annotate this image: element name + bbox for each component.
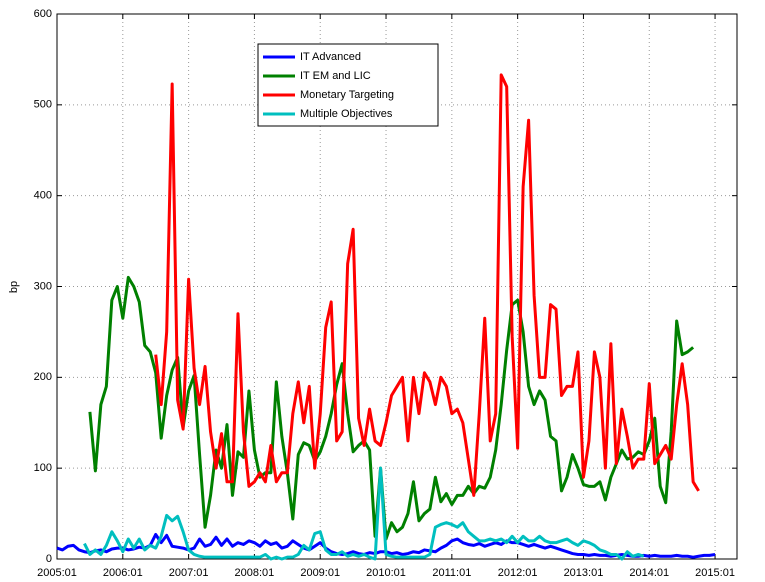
x-tick-label: 2013:01 [564, 567, 604, 579]
x-tick-label: 2011:01 [432, 567, 471, 579]
y-tick-label: 200 [34, 371, 52, 383]
x-tick-label: 2006:01 [103, 567, 143, 579]
legend-label: IT EM and LIC [300, 70, 371, 82]
series-line [154, 73, 700, 497]
x-tick-label: 2012:01 [498, 567, 538, 579]
legend-label: Multiple Objectives [300, 108, 393, 120]
y-tick-label: 0 [46, 553, 52, 565]
x-tick-label: 2005:01 [37, 567, 77, 579]
series-line [83, 466, 645, 561]
y-tick-label: 100 [34, 462, 52, 474]
x-tick-label: 2015:01 [695, 567, 735, 579]
y-tick-label: 600 [34, 8, 52, 20]
legend-label: IT Advanced [300, 51, 361, 63]
x-tick-label: 2014:01 [629, 567, 669, 579]
y-tick-label: 300 [34, 280, 52, 292]
x-tick-label: 2007:01 [169, 567, 209, 579]
y-tick-label: 500 [34, 99, 52, 111]
x-tick-label: 2010:01 [366, 567, 406, 579]
y-tick-label: 400 [34, 190, 52, 202]
y-axis-label: bp [8, 281, 20, 293]
x-tick-label: 2009:01 [300, 567, 340, 579]
plot-frame [56, 13, 738, 560]
series-line [88, 275, 695, 541]
legend-label: Monetary Targeting [300, 89, 394, 101]
x-tick-label: 2008:01 [235, 567, 275, 579]
